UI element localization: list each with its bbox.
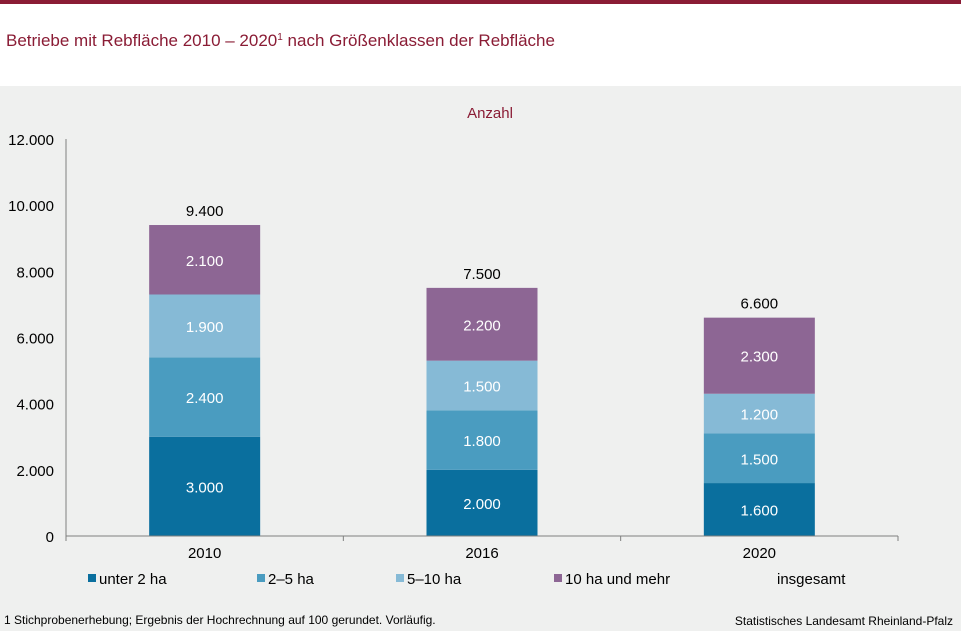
segment-value-label: 2.300 xyxy=(741,349,779,366)
y-tick-label: 10.000 xyxy=(8,198,54,215)
bar-segment xyxy=(149,436,261,536)
segment-value-label: 2.200 xyxy=(463,317,501,334)
source-note: Statistisches Landesamt Rheinland-Pfalz xyxy=(734,614,953,628)
legend-swatch xyxy=(396,574,404,582)
segment-value-label: 1.900 xyxy=(186,319,224,336)
x-tick-label: 2020 xyxy=(743,545,776,562)
bar-segment xyxy=(703,393,815,434)
footnote: 1 Stichprobenerhebung; Ergebnis der Hoch… xyxy=(4,613,436,627)
legend-label: 2–5 ha xyxy=(268,571,315,588)
bar-segment xyxy=(149,294,261,358)
bar-segment xyxy=(703,433,815,484)
bar-segment xyxy=(703,317,815,394)
bar-segment xyxy=(426,287,538,361)
legend-swatch xyxy=(257,574,265,582)
legend-label: 10 ha und mehr xyxy=(565,571,670,588)
bar-segment xyxy=(149,225,261,295)
total-value-label: 9.400 xyxy=(186,203,224,220)
y-tick-label: 0 xyxy=(46,529,54,546)
y-tick-label: 6.000 xyxy=(16,331,54,348)
bar-segment xyxy=(149,357,261,437)
legend-label: 5–10 ha xyxy=(407,571,462,588)
segment-value-label: 1.500 xyxy=(741,451,779,468)
chart-title: Betriebe mit Rebfläche 2010 – 20201 nach… xyxy=(6,31,555,51)
top-rule xyxy=(0,0,961,4)
y-tick-label: 8.000 xyxy=(16,264,54,281)
bar-segment xyxy=(426,360,538,411)
legend-label: unter 2 ha xyxy=(99,571,167,588)
y-tick-label: 12.000 xyxy=(8,132,54,149)
chart-title-rest: nach Größenklassen der Rebfläche xyxy=(282,31,555,50)
legend-swatch xyxy=(88,574,96,582)
segment-value-label: 1.200 xyxy=(741,407,779,424)
x-tick-label: 2010 xyxy=(188,545,221,562)
segment-value-label: 1.500 xyxy=(463,378,501,395)
total-value-label: 6.600 xyxy=(741,296,779,313)
chart-title-footnote-mark: 1 xyxy=(277,32,283,43)
legend-label: insgesamt xyxy=(777,571,846,588)
bar-segment xyxy=(703,483,815,536)
total-value-label: 7.500 xyxy=(463,266,501,283)
segment-value-label: 2.000 xyxy=(463,496,501,513)
bar-segment xyxy=(426,410,538,470)
bar-segment xyxy=(426,469,538,536)
legend-swatch xyxy=(554,574,562,582)
x-tick-label: 2016 xyxy=(465,545,498,562)
unit-label: Anzahl xyxy=(467,105,513,122)
segment-value-label: 1.800 xyxy=(463,433,501,450)
segment-value-label: 3.000 xyxy=(186,479,224,496)
y-tick-label: 4.000 xyxy=(16,397,54,414)
segment-value-label: 2.400 xyxy=(186,390,224,407)
segment-value-label: 1.600 xyxy=(741,503,779,520)
chart-title-text: Betriebe mit Rebfläche 2010 – 2020 xyxy=(6,31,278,50)
segment-value-label: 2.100 xyxy=(186,253,224,270)
y-tick-label: 2.000 xyxy=(16,463,54,480)
